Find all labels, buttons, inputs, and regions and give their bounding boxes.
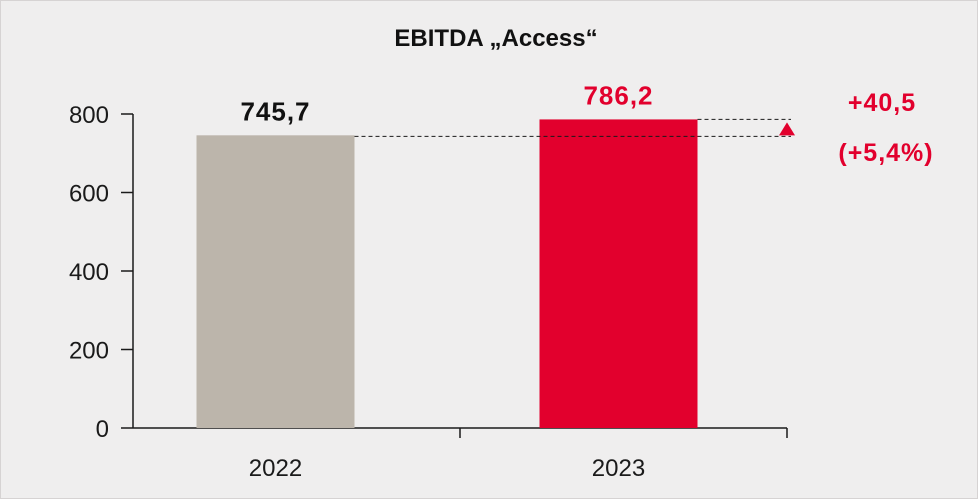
x-ticks: 2022 2023 bbox=[249, 428, 788, 482]
y-tick-label: 200 bbox=[69, 338, 109, 365]
delta-annotation: +40,5 (+5,4%) bbox=[354, 89, 933, 167]
bar-value-labels: 745,7 786,2 bbox=[240, 80, 653, 126]
bar-2022 bbox=[196, 135, 355, 428]
y-ticks: 0 200 400 600 800 bbox=[69, 102, 133, 443]
y-tick-label: 600 bbox=[69, 181, 109, 208]
bar-value-label-2023: 786,2 bbox=[583, 80, 653, 110]
y-tick-label: 800 bbox=[69, 102, 109, 129]
x-tick-label-2022: 2022 bbox=[249, 455, 302, 482]
delta-value-label: +40,5 bbox=[848, 89, 916, 117]
bars bbox=[196, 119, 698, 428]
bar-value-label-2022: 745,7 bbox=[240, 96, 310, 126]
x-tick-label-2023: 2023 bbox=[592, 455, 645, 482]
bar-2023 bbox=[539, 119, 698, 428]
delta-percent-label: (+5,4%) bbox=[838, 139, 933, 167]
y-tick-label: 0 bbox=[96, 416, 109, 443]
delta-arrow-icon bbox=[779, 122, 795, 136]
y-tick-label: 400 bbox=[69, 259, 109, 286]
chart-title: EBITDA „Access“ bbox=[394, 25, 597, 52]
